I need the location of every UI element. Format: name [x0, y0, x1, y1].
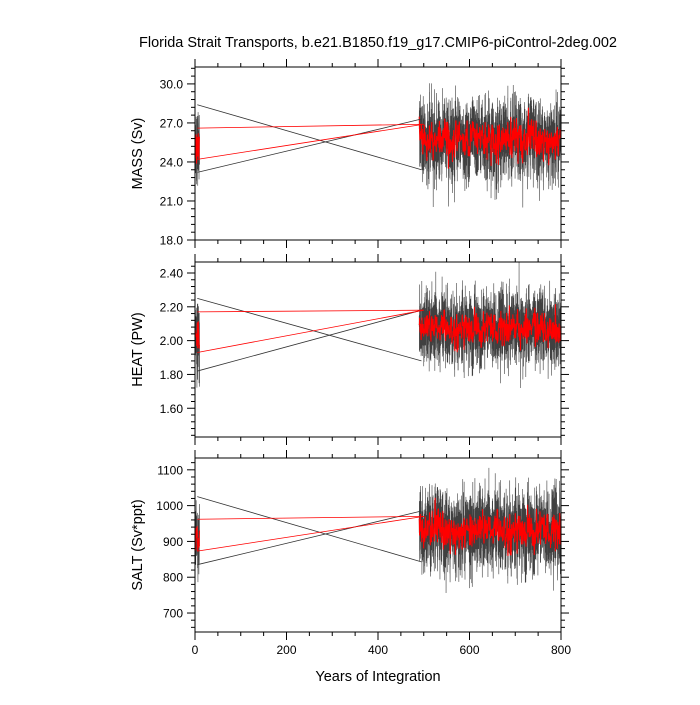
smoothed-series-line — [195, 321, 200, 349]
y-tick-label: 800 — [163, 571, 183, 585]
connector-line — [197, 297, 422, 362]
y-tick-label: 1.60 — [160, 402, 184, 416]
smoothed-series-line — [418, 107, 561, 169]
y-tick-label: 2.40 — [160, 266, 184, 280]
connector-line — [197, 515, 424, 520]
y-tick-label: 1000 — [156, 499, 183, 513]
y-tick-label: 18.0 — [160, 234, 184, 248]
x-tick-label: 0 — [192, 643, 199, 657]
y-tick-label: 21.0 — [160, 194, 184, 208]
y-axis-label: MASS (Sv) — [130, 118, 146, 190]
y-tick-label: 700 — [163, 607, 183, 621]
panel-2: 700 800 900 1000 1100 SALT (Sv*ppt) 0 200 400 600… — [130, 450, 571, 657]
connector-line — [197, 309, 424, 313]
connector-line — [197, 104, 422, 171]
connector-line — [197, 123, 424, 129]
y-tick-label: 27.0 — [160, 116, 184, 130]
y-tick-label: 2.20 — [160, 300, 184, 314]
smoothed-series-line — [195, 133, 200, 164]
y-tick-label: 24.0 — [160, 155, 184, 169]
x-tick-label: 800 — [551, 643, 571, 657]
x-tick-label: 400 — [368, 643, 388, 657]
connector-line — [197, 510, 422, 566]
y-tick-label: 2.00 — [160, 334, 184, 348]
connector-line — [197, 515, 424, 552]
y-tick-label: 30.0 — [160, 77, 184, 91]
y-tick-label: 1.80 — [160, 368, 184, 382]
smoothed-series-line — [418, 497, 561, 557]
y-tick-label: 1100 — [157, 463, 183, 477]
raw-series-line — [195, 500, 200, 583]
smoothed-series-line — [195, 526, 200, 552]
panel-1: 1.60 1.80 2.00 2.20 2.40 HEAT (PW) — [130, 254, 569, 445]
chart-title: Florida Strait Transports, b.e21.B1850.f… — [139, 35, 617, 51]
x-tick-label: 600 — [459, 643, 479, 657]
x-tick-label: 200 — [276, 643, 296, 657]
y-axis-label: SALT (Sv*ppt) — [130, 499, 146, 590]
connector-line — [197, 309, 422, 372]
y-axis-label: HEAT (PW) — [130, 312, 146, 386]
y-tick-label: 900 — [163, 535, 183, 549]
smoothed-series-line — [418, 304, 561, 353]
connector-line — [197, 496, 422, 563]
x-axis-label: Years of Integration — [315, 669, 440, 685]
connector-line — [197, 309, 424, 353]
connector-line — [197, 118, 422, 173]
panel-0: 18.0 21.0 24.0 27.0 30.0 MASS (Sv) — [130, 59, 569, 248]
connector-line — [197, 123, 424, 160]
